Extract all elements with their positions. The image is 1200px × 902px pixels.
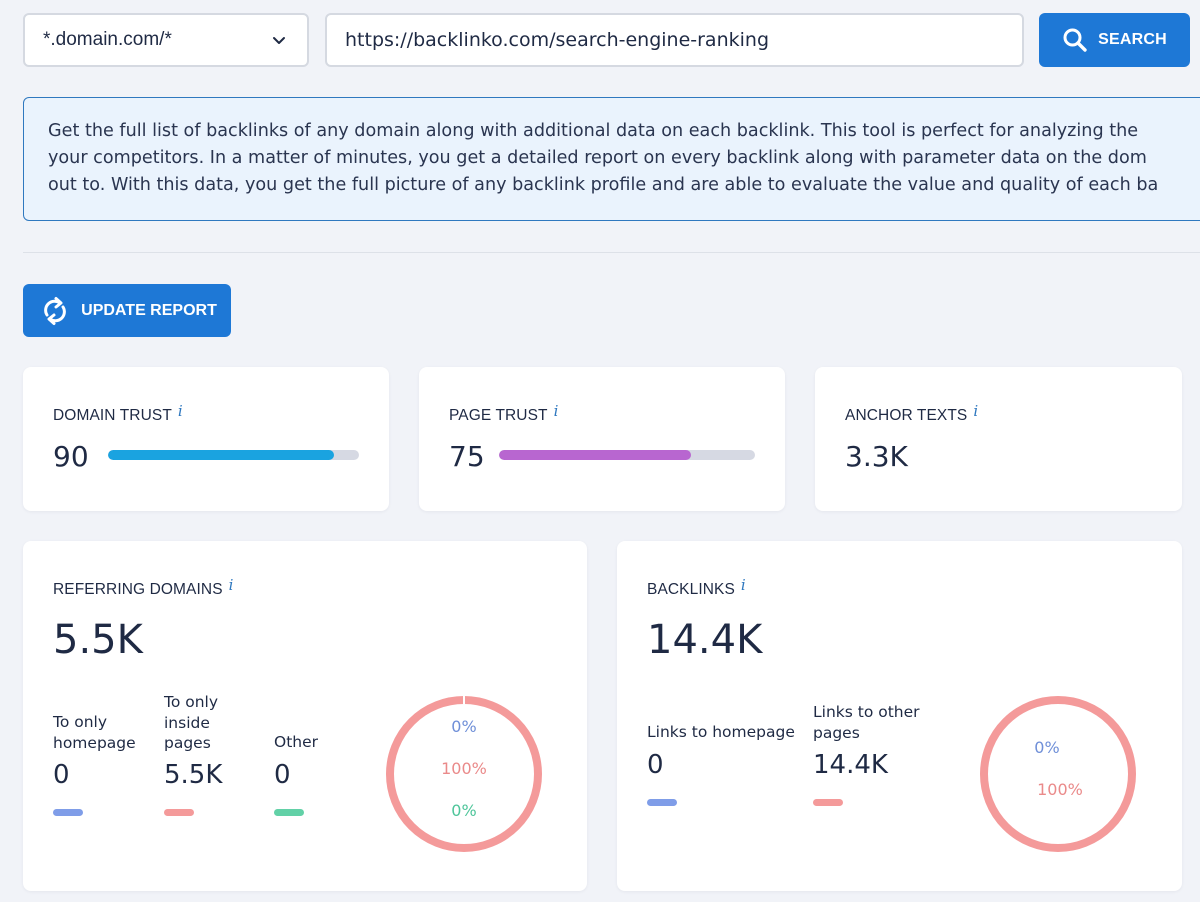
bl-other-value: 14.4K — [813, 750, 888, 780]
referring-domains-value: 5.5K — [53, 617, 143, 663]
info-icon[interactable]: i — [740, 576, 746, 594]
referring-donut-label-other: 0% — [451, 801, 477, 820]
info-icon[interactable]: i — [228, 576, 234, 594]
search-button-label: SEARCH — [1098, 31, 1167, 48]
domain-trust-value: 90 — [53, 440, 89, 473]
info-icon[interactable]: i — [553, 402, 559, 420]
info-icon[interactable]: i — [177, 402, 183, 420]
scope-select[interactable]: *.domain.com/* — [23, 13, 309, 67]
search-button[interactable]: SEARCH — [1039, 13, 1190, 67]
url-input[interactable] — [325, 13, 1024, 67]
update-report-button[interactable]: UPDATE REPORT — [23, 284, 231, 337]
backlinks-title: BACKLINKS i — [647, 576, 746, 598]
update-report-label: UPDATE REPORT — [81, 301, 217, 319]
ref-inside-value: 5.5K — [164, 760, 223, 790]
ref-other-value: 0 — [274, 760, 291, 790]
backlinks-donut-label-homepage: 0% — [1034, 738, 1060, 757]
ref-other-swatch — [274, 809, 304, 816]
backlinks-value: 14.4K — [647, 617, 763, 663]
page-trust-card: PAGE TRUST i 75 — [419, 367, 785, 511]
referring-domains-title: REFERRING DOMAINS i — [53, 576, 234, 598]
ref-other-label: Other — [274, 733, 319, 751]
ref-inside-label: To only inside pages — [164, 693, 219, 752]
referring-donut-chart — [386, 696, 542, 852]
scope-select-value: *.domain.com/* — [43, 29, 172, 50]
info-line-2: your competitors. In a matter of minutes… — [48, 148, 1147, 168]
domain-trust-title: DOMAIN TRUST i — [53, 402, 183, 424]
page-trust-title: PAGE TRUST i — [449, 402, 559, 424]
ref-inside-swatch — [164, 809, 194, 816]
referring-donut-label-inside: 100% — [441, 759, 487, 778]
referring-domains-card: REFERRING DOMAINS i 5.5K To only homepage… — [23, 541, 587, 891]
bl-other-swatch — [813, 799, 843, 806]
bl-homepage-label: Links to homepage — [647, 723, 795, 741]
refresh-icon — [44, 296, 67, 325]
ref-homepage-value: 0 — [53, 760, 70, 790]
backlinks-card: BACKLINKS i 14.4K Links to homepage 0 Lin… — [617, 541, 1182, 891]
info-description: Get the full list of backlinks of any do… — [23, 97, 1200, 221]
anchor-texts-value: 3.3K — [845, 440, 908, 473]
page-trust-bar-fill — [499, 450, 691, 460]
info-line-3: out to. With this data, you get the full… — [48, 175, 1159, 195]
info-icon[interactable]: i — [973, 402, 979, 420]
page-trust-value: 75 — [449, 440, 485, 473]
search-icon — [1063, 28, 1087, 52]
ref-homepage-swatch — [53, 809, 83, 816]
bl-homepage-value: 0 — [647, 750, 664, 780]
bl-homepage-swatch — [647, 799, 677, 806]
chevron-down-icon — [273, 37, 285, 44]
bl-other-label: Links to other pages — [813, 703, 920, 742]
info-line-1: Get the full list of backlinks of any do… — [48, 121, 1139, 141]
ref-homepage-label: To only homepage — [53, 713, 136, 752]
page-trust-bar — [499, 450, 755, 460]
backlinks-donut-label-other: 100% — [1037, 780, 1083, 799]
domain-trust-bar-fill — [108, 450, 334, 460]
divider — [23, 252, 1200, 253]
domain-trust-bar — [108, 450, 359, 460]
anchor-texts-card: ANCHOR TEXTS i 3.3K — [815, 367, 1182, 511]
domain-trust-card: DOMAIN TRUST i 90 — [23, 367, 389, 511]
referring-donut-label-homepage: 0% — [451, 717, 477, 736]
backlinks-donut-chart — [980, 696, 1136, 852]
backlinks-donut-ring — [980, 696, 1136, 852]
anchor-texts-title: ANCHOR TEXTS i — [845, 402, 979, 424]
